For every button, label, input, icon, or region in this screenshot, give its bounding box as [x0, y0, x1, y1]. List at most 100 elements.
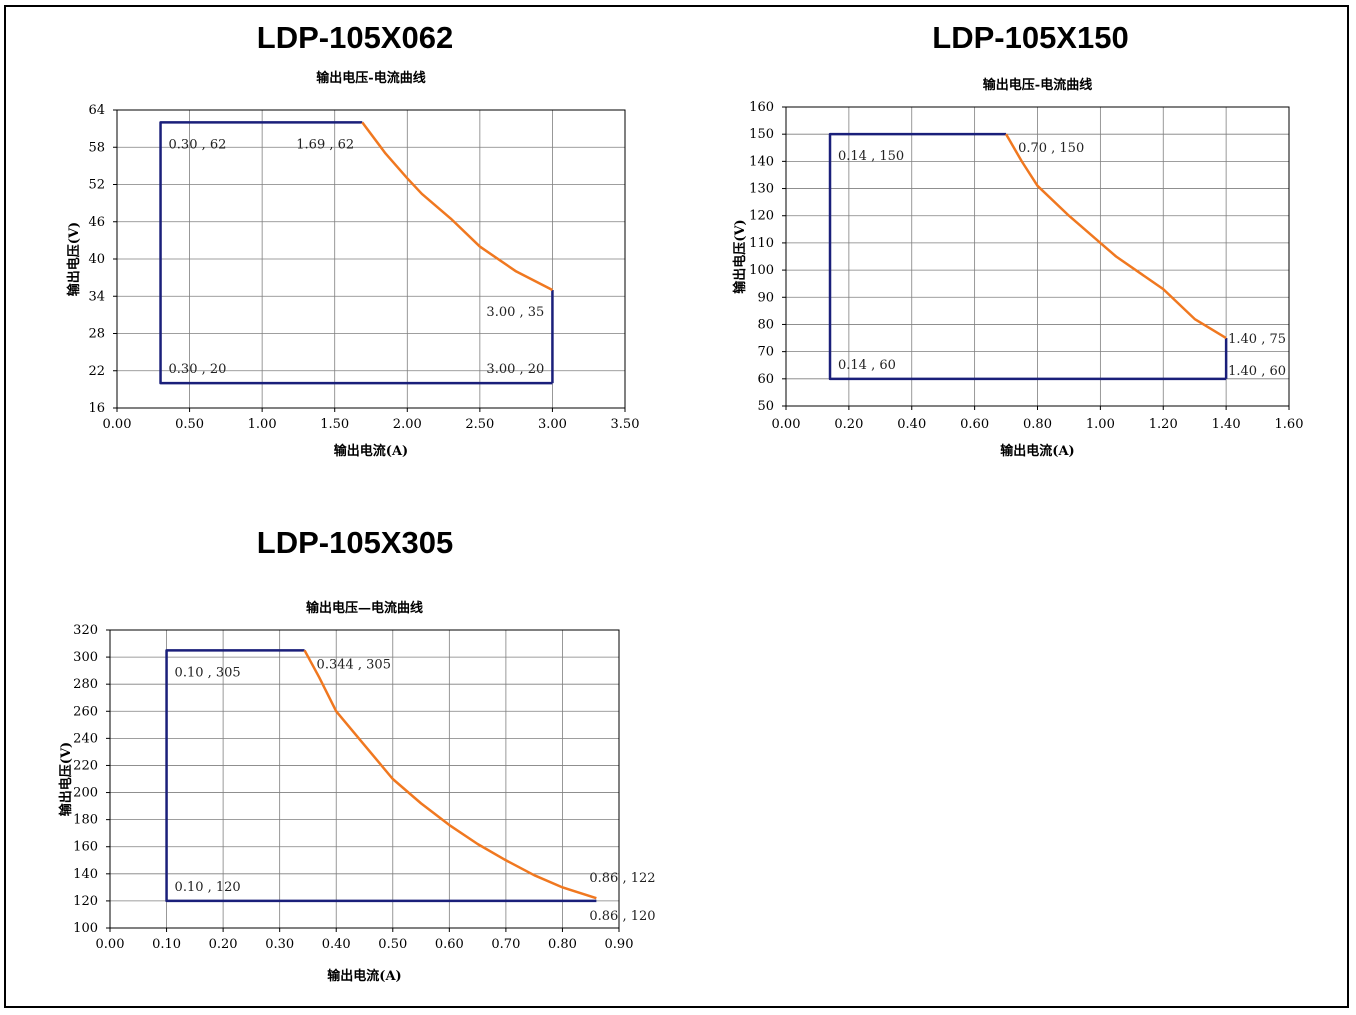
y-tick-label: 28 — [88, 327, 105, 342]
x-tick-label: 3.00 — [538, 417, 567, 432]
plot-area — [109, 629, 620, 929]
x-tick-label: 0.50 — [175, 417, 204, 432]
y-tick-label: 260 — [73, 704, 98, 719]
y-tick-label: 280 — [73, 677, 98, 692]
y-tick-label: 90 — [757, 290, 774, 305]
panel-title: LDP-105X150 — [932, 20, 1129, 55]
y-tick-label: 100 — [749, 263, 774, 278]
y-tick-label: 130 — [749, 182, 774, 197]
x-axis-label: 输出电流(A) — [1000, 443, 1074, 459]
x-tick-label: 0.20 — [209, 937, 238, 952]
x-tick-label: 0.50 — [378, 937, 407, 952]
x-tick-label: 3.50 — [611, 417, 640, 432]
x-tick-label: 0.00 — [96, 937, 125, 952]
x-tick-label: 0.20 — [834, 417, 863, 432]
data-label: 0.10 , 305 — [175, 665, 241, 680]
derating-curve — [1004, 133, 1227, 340]
x-tick-label: 0.40 — [897, 417, 926, 432]
y-tick-label: 46 — [88, 215, 105, 230]
x-tick-label: 1.40 — [1212, 417, 1241, 432]
y-axis-label: 输出电压(V) — [58, 742, 74, 816]
y-tick-label: 58 — [88, 140, 105, 155]
operating-envelope — [159, 121, 553, 385]
y-tick-label: 140 — [73, 867, 98, 882]
page-frame — [4, 5, 1349, 1008]
operating-envelope — [828, 132, 1227, 381]
x-tick-label: 1.60 — [1275, 417, 1304, 432]
y-tick-label: 160 — [749, 100, 774, 115]
y-axis-label: 输出电压(V) — [66, 222, 82, 296]
panel-title: LDP-105X062 — [256, 20, 454, 55]
x-axis-label: 输出电流(A) — [334, 443, 408, 459]
data-label: 0.344 , 305 — [317, 657, 391, 672]
operating-envelope — [165, 649, 597, 903]
chart-ldp-105x062: 0.00 0.50 1.00 1.50 2.00 2.50 3.00 3.50 16 22 28 34… — [66, 70, 640, 459]
x-tick-label: 0.80 — [1023, 417, 1052, 432]
chart-panel-ldp-105x062: LDP-105X062 0.00 0.50 1.00 1.50 2.00 2.50 3.00… — [0, 0, 700, 480]
y-tick-label: 40 — [88, 252, 105, 267]
y-tick-label: 140 — [749, 154, 774, 169]
x-tick-label: 1.50 — [320, 417, 349, 432]
y-tick-label: 320 — [73, 623, 98, 638]
derating-curve — [303, 649, 597, 900]
y-tick-label: 180 — [73, 813, 98, 828]
x-tick-label: 0.00 — [103, 417, 132, 432]
chart-title: 输出电压-电流曲线 — [316, 70, 425, 86]
y-tick-label: 60 — [757, 372, 774, 387]
chart-ldp-105x150: 0.00 0.20 0.40 0.60 0.80 1.00 1.20 1.40 1.60 50 60… — [732, 77, 1304, 459]
chart-title: 输出电压-电流曲线 — [983, 77, 1092, 93]
y-tick-label: 100 — [73, 921, 98, 936]
x-tick-label: 0.70 — [491, 937, 520, 952]
y-tick-label: 34 — [88, 289, 105, 304]
y-axis-label: 输出电压(V) — [732, 219, 748, 293]
y-tick-label: 240 — [73, 731, 98, 746]
y-tick-label: 300 — [73, 650, 98, 665]
x-tick-label: 0.00 — [772, 417, 801, 432]
x-tick-label: 2.50 — [465, 417, 494, 432]
x-tick-label: 0.90 — [605, 937, 634, 952]
x-axis-label: 输出电流(A) — [327, 968, 401, 984]
y-tick-label: 220 — [73, 758, 98, 773]
data-label: 0.30 , 62 — [169, 137, 227, 152]
panel-title: LDP-105X305 — [256, 525, 454, 560]
x-tick-label: 0.10 — [152, 937, 181, 952]
data-label: 0.14 , 150 — [838, 149, 904, 164]
data-label: 1.40 , 60 — [1228, 364, 1286, 379]
x-tick-label: 0.80 — [548, 937, 577, 952]
y-tick-label: 200 — [73, 786, 98, 801]
data-label: 0.30 , 20 — [169, 362, 227, 377]
y-tick-label: 80 — [757, 317, 774, 332]
y-tick-label: 120 — [73, 894, 98, 909]
data-label: 1.40 , 75 — [1228, 332, 1286, 347]
y-tick-label: 50 — [757, 399, 774, 414]
data-label: 1.69 , 62 — [296, 137, 354, 152]
x-tick-label: 0.40 — [322, 937, 351, 952]
data-label: 0.86 , 122 — [589, 871, 655, 886]
chart-ldp-105x305: 0.00 0.10 0.20 0.30 0.40 0.50 0.60 0.70 0.80 0.90… — [58, 600, 656, 984]
data-label: 3.00 , 20 — [486, 362, 544, 377]
chart-panel-ldp-105x305: LDP-105X305 0.00 0.10 0.20 0.30 0.40 0.50 0.60… — [0, 500, 700, 1005]
x-tick-label: 0.60 — [435, 937, 464, 952]
chart-title: 输出电压—电流曲线 — [306, 600, 423, 616]
x-tick-label: 1.00 — [248, 417, 277, 432]
y-tick-label: 64 — [88, 103, 105, 118]
y-tick-label: 70 — [757, 345, 774, 360]
y-tick-label: 110 — [749, 236, 774, 251]
y-tick-label: 120 — [749, 209, 774, 224]
derating-curve — [361, 121, 553, 292]
data-label: 0.10 , 120 — [175, 880, 241, 895]
data-label: 0.86 , 120 — [589, 909, 655, 924]
data-label: 0.14 , 60 — [838, 358, 896, 373]
y-tick-label: 52 — [88, 178, 105, 193]
y-tick-label: 150 — [749, 127, 774, 142]
chart-panel-ldp-105x150: LDP-105X150 0.00 0.20 0.40 0.60 0.80 1.00 1.20… — [678, 0, 1356, 480]
x-tick-label: 0.30 — [265, 937, 294, 952]
data-label: 3.00 , 35 — [486, 305, 544, 320]
x-tick-label: 1.00 — [1086, 417, 1115, 432]
y-tick-label: 16 — [88, 401, 105, 416]
y-tick-label: 22 — [88, 364, 105, 379]
x-tick-label: 0.60 — [960, 417, 989, 432]
data-label: 0.70 , 150 — [1018, 141, 1084, 156]
x-tick-label: 2.00 — [393, 417, 422, 432]
y-tick-label: 160 — [73, 840, 98, 855]
